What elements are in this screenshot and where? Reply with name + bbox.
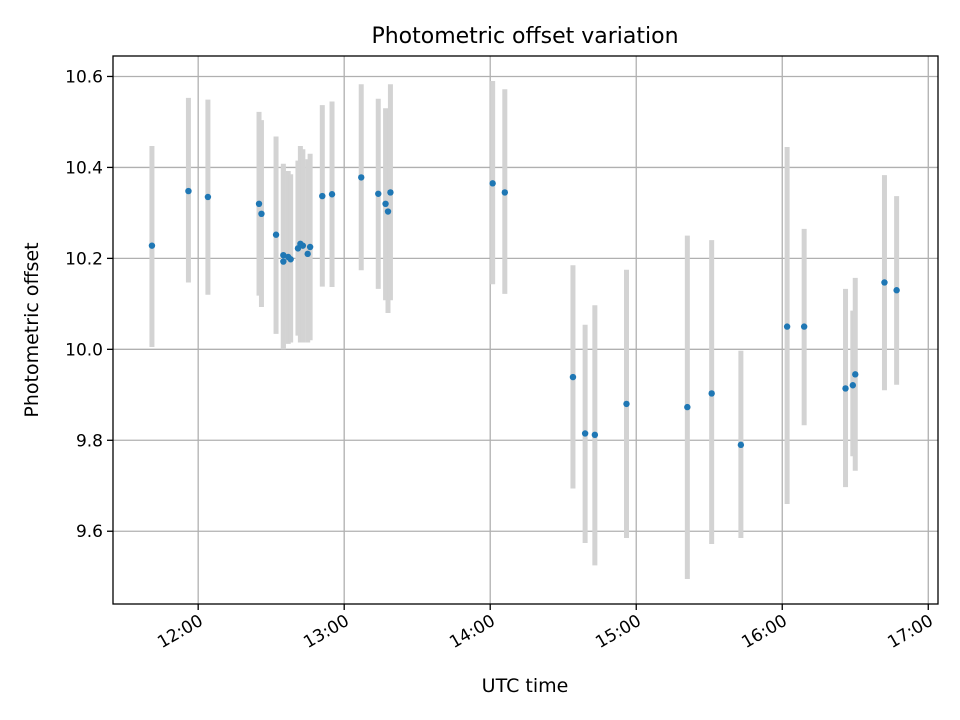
- data-point: [849, 382, 857, 389]
- data-point: [384, 208, 392, 215]
- data-point: [185, 187, 192, 195]
- data-point: [258, 210, 265, 218]
- data-point: [708, 390, 715, 397]
- data-point: [280, 258, 287, 265]
- y-tick-label: 10.0: [65, 340, 103, 360]
- data-point: [272, 231, 280, 238]
- y-axis-label: Photometric offset: [21, 242, 43, 417]
- data-point: [382, 200, 389, 208]
- data-point: [304, 250, 311, 258]
- data-point: [569, 373, 577, 381]
- y-tick-label: 10.6: [65, 67, 103, 87]
- data-point: [842, 385, 849, 392]
- x-tick-label: 13:00: [300, 611, 352, 653]
- data-point: [204, 193, 212, 201]
- chart-title: Photometric offset variation: [371, 24, 678, 49]
- data-point: [287, 256, 294, 263]
- x-tick-label: 12:00: [154, 611, 206, 653]
- data-point: [387, 189, 394, 196]
- x-tick-label: 14:00: [446, 611, 498, 653]
- data-point: [306, 243, 314, 251]
- data-point: [881, 279, 888, 286]
- grid-lines: [113, 56, 938, 604]
- data-point: [375, 190, 382, 197]
- data-point: [489, 180, 496, 187]
- x-axis-label: UTC time: [482, 675, 569, 697]
- y-tick-label: 10.2: [65, 249, 103, 269]
- data-point: [328, 191, 336, 198]
- data-point: [852, 371, 859, 378]
- x-tick-label: 16:00: [738, 611, 790, 653]
- y-tick-label: 10.4: [65, 158, 103, 178]
- data-point: [358, 174, 365, 181]
- y-tick-label: 9.6: [76, 522, 103, 542]
- x-tick-label: 15:00: [592, 611, 644, 653]
- data-point: [800, 323, 808, 330]
- data-point: [737, 441, 745, 449]
- data-points: [148, 174, 900, 449]
- data-point: [581, 430, 589, 437]
- data-point: [148, 242, 156, 249]
- error-bars: [149, 81, 900, 579]
- data-point: [501, 189, 509, 196]
- data-point: [893, 287, 900, 294]
- data-point: [783, 323, 791, 330]
- data-point: [319, 192, 326, 200]
- x-tick-label: 17:00: [884, 611, 936, 653]
- data-point: [623, 400, 630, 408]
- plot-frame: [112, 55, 939, 605]
- data-point: [280, 251, 287, 259]
- data-point: [255, 200, 263, 208]
- data-point: [299, 242, 307, 249]
- data-point: [591, 431, 599, 439]
- y-tick-label: 9.8: [76, 431, 103, 451]
- data-point: [684, 403, 691, 411]
